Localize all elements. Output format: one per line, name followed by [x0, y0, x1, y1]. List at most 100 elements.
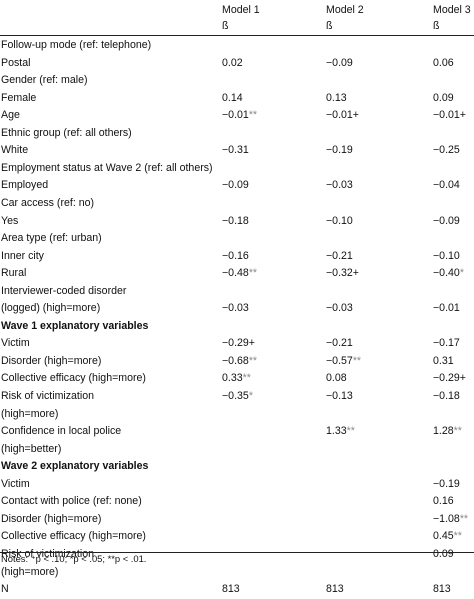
coefficient: −0.17 [433, 337, 460, 350]
model-3-value: −1.08** [433, 511, 468, 529]
header-row-beta: ß ß ß [0, 18, 474, 34]
model-1-value: −0.35* [222, 388, 253, 406]
table-row: Postal 0.02 −0.09 0.06 [0, 55, 474, 73]
model-1-value: 0.14 [222, 90, 243, 108]
significance-marker: ** [459, 512, 469, 525]
model-1-value: −0.31 [222, 142, 249, 160]
coefficient: −0.25 [433, 144, 460, 157]
model-1-value: −0.03 [222, 300, 249, 318]
coefficient: −0.40 [433, 267, 460, 280]
table-row: Collective efficacy (high=more) 0.45** [0, 528, 474, 546]
model-3-value: 0.09 [433, 546, 454, 564]
significance-marker: * [459, 267, 464, 280]
model-2-value: 0.13 [326, 90, 347, 108]
significance-marker: ** [453, 425, 462, 438]
table-row: Risk of victimization 0.09 [0, 546, 474, 564]
coefficient: 813 [326, 583, 344, 596]
model-3-value: −0.09 [433, 213, 460, 231]
coefficient: −0.09 [326, 56, 353, 69]
model-3-value: −0.29+ [433, 370, 466, 388]
row-label: Rural [1, 267, 27, 280]
coefficient: −0.68 [222, 354, 249, 367]
row-label: Victim [1, 337, 30, 350]
model-2-value: −0.21 [326, 335, 353, 353]
coefficient: −0.29+ [222, 337, 255, 350]
coefficient: 0.09 [433, 547, 454, 560]
coefficient: 813 [433, 583, 451, 596]
table-row: Victim −0.19 [0, 476, 474, 494]
coefficient: −0.03 [326, 179, 353, 192]
table-row: Ethnic group (ref: all others) [0, 125, 474, 143]
model-3-value: −0.01 [433, 300, 460, 318]
coefficient: 813 [222, 583, 240, 596]
coefficient: −0.57 [326, 354, 353, 367]
significance-marker: ** [242, 372, 251, 385]
table-row: Gender (ref: male) [0, 72, 474, 90]
row-label: Wave 2 explanatory variables [1, 460, 149, 473]
row-label: Postal [1, 56, 31, 69]
header-rule [0, 35, 474, 36]
model-3-value: 813 [433, 581, 451, 599]
row-label: Inner city [1, 249, 44, 262]
table-row: Rural −0.48** −0.32+ −0.40* [0, 265, 474, 283]
row-label: (high=better) [1, 442, 62, 455]
bottom-rule [0, 552, 474, 553]
row-label: (high=more) [1, 407, 59, 420]
table-row: Inner city −0.16 −0.21 −0.10 [0, 248, 474, 266]
row-label: Confidence in local police [1, 425, 122, 438]
coefficient: −0.01 [433, 302, 460, 315]
coefficient: 1.33 [326, 425, 347, 438]
coefficient: −0.48 [222, 267, 249, 280]
table-row: Confidence in local police 1.33** 1.28** [0, 423, 474, 441]
table-row: Yes −0.18 −0.10 −0.09 [0, 213, 474, 231]
coefficient: −0.13 [326, 390, 353, 402]
model-1-value: −0.16 [222, 248, 249, 266]
table-row: Collective efficacy (high=more) 0.33** 0.0… [0, 370, 474, 388]
significance-marker: ** [248, 109, 258, 122]
model-2-value: 0.08 [326, 370, 347, 388]
model-2-value: −0.21 [326, 248, 353, 266]
row-label: Collective efficacy (high=more) [1, 530, 146, 543]
row-label: (logged) (high=more) [1, 302, 101, 315]
row-label: Collective efficacy (high=more) [1, 372, 146, 385]
row-label: Wave 1 explanatory variables [1, 319, 149, 332]
regression-table: Model 1 Model 2 Model 3 ß ß ß Follow-up … [0, 4, 474, 595]
significance-marker: * [248, 390, 253, 402]
header-beta-1: ß [222, 20, 229, 32]
model-1-value: −0.18 [222, 213, 249, 231]
coefficient: 1.28 [433, 425, 454, 438]
table-row: Follow-up mode (ref: telephone) [0, 37, 474, 55]
coefficient: −0.21 [326, 249, 353, 262]
coefficient: −0.29+ [433, 372, 466, 385]
significance-marker: ** [352, 354, 362, 367]
header-model-2: Model 2 [326, 4, 364, 16]
row-label: Employment status at Wave 2 (ref: all ot… [1, 161, 213, 174]
row-label: Disorder (high=more) [1, 354, 102, 367]
row-label: Car access (ref: no) [1, 196, 95, 209]
coefficient: −0.03 [222, 302, 249, 315]
header-model-1: Model 1 [222, 4, 260, 16]
table-row: Wave 2 explanatory variables [0, 458, 474, 476]
model-2-value: −0.19 [326, 142, 353, 160]
model-2-value: −0.03 [326, 177, 353, 195]
row-label: (high=more) [1, 565, 59, 578]
coefficient: −0.19 [326, 144, 353, 157]
model-1-value: −0.68** [222, 353, 257, 371]
model-3-value: −0.25 [433, 142, 460, 160]
coefficient: −0.35 [222, 390, 249, 402]
model-3-value: −0.40* [433, 265, 464, 283]
coefficient: 0.31 [433, 354, 454, 367]
row-label: Yes [1, 214, 19, 227]
coefficient: −0.21 [326, 337, 353, 350]
model-3-value: 0.16 [433, 493, 454, 511]
coefficient: 0.08 [326, 372, 347, 385]
coefficient: −0.01+ [326, 109, 359, 122]
model-1-value: −0.29+ [222, 335, 255, 353]
coefficient: 0.14 [222, 91, 243, 104]
row-label: Female [1, 91, 37, 104]
model-3-value: −0.17 [433, 335, 460, 353]
header-beta-3: ß [433, 20, 440, 32]
row-label: White [1, 144, 29, 157]
table-row: N 813 813 813 [0, 581, 474, 599]
model-1-value: −0.09 [222, 177, 249, 195]
